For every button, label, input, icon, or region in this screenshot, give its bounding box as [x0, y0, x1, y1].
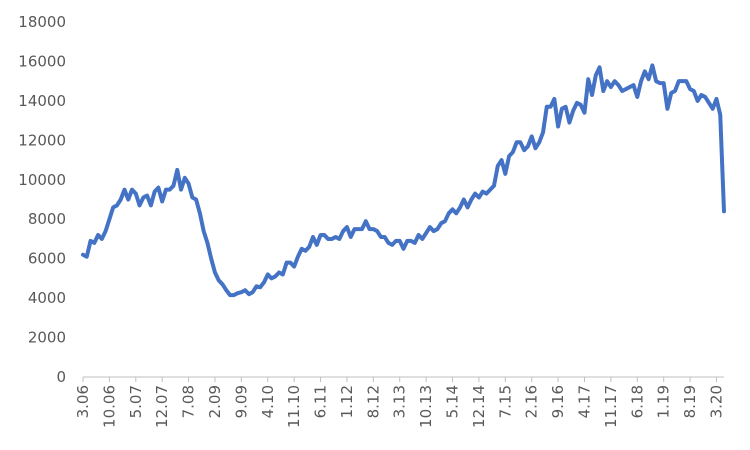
x-tick-label: 9.09 — [232, 385, 250, 418]
series-line — [81, 63, 726, 298]
x-tick-label: 5.07 — [127, 385, 145, 418]
x-tick-label: 2.16 — [523, 385, 541, 418]
x-tick-label: 11.17 — [602, 385, 620, 428]
x-tick-label: 10.06 — [100, 385, 118, 428]
x-tick-label: 6.18 — [628, 385, 646, 418]
x-tick-label: 4.17 — [575, 385, 593, 418]
y-tick-label: 2000 — [28, 329, 66, 347]
y-tick-label: 6000 — [28, 250, 66, 268]
x-tick-label: 12.07 — [153, 385, 171, 428]
x-tick-label: 3.20 — [707, 385, 725, 418]
x-tick-label: 3.13 — [391, 385, 409, 418]
x-tick-label: 4.10 — [259, 385, 277, 418]
y-tick-label: 4000 — [28, 289, 66, 307]
x-tick-label: 1.19 — [655, 385, 673, 418]
y-tick-label: 0 — [56, 368, 66, 386]
x-tick-label: 8.19 — [681, 385, 699, 418]
y-tick-label: 12000 — [18, 131, 66, 149]
x-tick-label: 6.11 — [312, 385, 330, 418]
x-tick-label: 11.10 — [285, 385, 303, 428]
y-tick-label: 18000 — [18, 13, 66, 31]
y-tick-label: 14000 — [18, 92, 66, 110]
x-tick-label: 8.12 — [364, 385, 382, 418]
x-tick-label: 12.14 — [470, 385, 488, 428]
y-tick-label: 8000 — [28, 210, 66, 228]
x-tick-label: 1.12 — [338, 385, 356, 418]
x-tick-label: 7.15 — [496, 385, 514, 418]
x-tick-label: 3.06 — [74, 385, 92, 418]
y-tick-label: 10000 — [18, 171, 66, 189]
x-tick-label: 9.16 — [549, 385, 567, 418]
x-tick-label: 7.08 — [180, 385, 198, 418]
x-tick-label: 5.14 — [444, 385, 462, 418]
x-tick-label: 2.09 — [206, 385, 224, 418]
x-tick-label: 10.13 — [417, 385, 435, 428]
y-tick-label: 16000 — [18, 52, 66, 70]
